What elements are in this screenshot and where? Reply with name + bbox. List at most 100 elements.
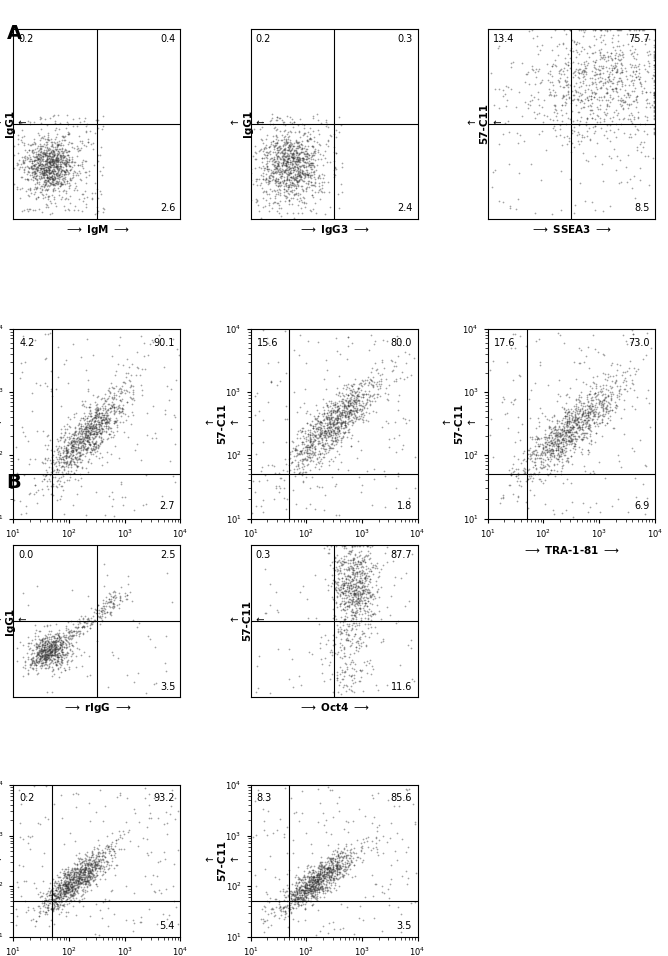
Point — [305, 429, 315, 445]
Point — [277, 147, 288, 163]
Point — [358, 412, 369, 427]
Point — [32, 163, 43, 178]
Point — [614, 112, 625, 127]
Point — [297, 141, 307, 157]
Point — [548, 445, 558, 461]
Point — [31, 657, 41, 672]
Point — [581, 415, 592, 430]
Point — [333, 580, 344, 596]
Point — [549, 407, 560, 423]
Point — [548, 434, 559, 449]
Point — [341, 575, 351, 590]
Point — [325, 880, 335, 896]
Point — [311, 890, 322, 905]
Point — [51, 632, 62, 647]
Point — [564, 22, 575, 37]
Point — [315, 866, 326, 881]
Point — [538, 454, 549, 469]
Point — [32, 167, 43, 183]
Point — [46, 153, 57, 168]
Point — [34, 908, 45, 923]
Point — [71, 880, 81, 896]
Point — [29, 164, 40, 180]
Point — [251, 827, 262, 842]
Point — [57, 898, 68, 913]
Point — [73, 429, 84, 445]
Point — [271, 146, 281, 162]
Point — [550, 443, 561, 458]
Point — [142, 847, 153, 862]
Point — [38, 165, 49, 181]
Point — [578, 28, 589, 43]
Point — [59, 166, 70, 182]
Point — [92, 426, 102, 442]
Point — [297, 141, 307, 156]
Point — [564, 407, 574, 423]
Point — [614, 382, 625, 398]
Point — [43, 450, 54, 466]
Point — [41, 151, 52, 166]
Point — [345, 413, 356, 428]
Point — [70, 875, 81, 890]
Point — [330, 573, 341, 588]
Point — [96, 418, 107, 433]
Point — [316, 414, 327, 429]
Point — [61, 459, 71, 474]
Point — [575, 411, 586, 426]
Point — [313, 422, 323, 437]
Point — [43, 482, 53, 497]
Point — [299, 126, 309, 141]
Point — [298, 884, 309, 900]
Point — [58, 171, 69, 186]
Point — [67, 871, 78, 886]
Point — [61, 884, 71, 900]
Point — [75, 614, 86, 629]
Point — [605, 95, 615, 110]
Point — [75, 871, 86, 886]
Point — [631, 90, 642, 105]
Point — [271, 891, 281, 906]
Point — [70, 450, 81, 466]
Point — [55, 159, 66, 174]
Point — [355, 836, 366, 851]
Point — [81, 420, 92, 435]
Point — [287, 116, 298, 131]
Point — [283, 889, 294, 904]
Point — [560, 408, 571, 424]
Point — [297, 465, 308, 480]
Point — [307, 147, 318, 163]
Point — [347, 654, 358, 669]
Point — [407, 546, 418, 561]
Point — [54, 157, 65, 172]
Point — [552, 439, 563, 454]
Point — [351, 582, 361, 598]
Point — [345, 646, 355, 662]
Point — [29, 876, 39, 891]
Point — [41, 642, 51, 658]
Point — [649, 104, 659, 120]
Point — [85, 814, 96, 829]
Point — [331, 387, 342, 402]
Point — [332, 858, 343, 873]
Point — [84, 436, 94, 451]
Point — [61, 878, 71, 893]
Point — [316, 180, 327, 195]
Point — [35, 635, 45, 650]
Point — [355, 588, 365, 603]
Point — [86, 857, 96, 872]
Point — [52, 175, 63, 190]
Point — [288, 462, 299, 477]
Point — [558, 67, 569, 82]
Point — [45, 148, 55, 163]
Point — [316, 871, 327, 886]
Point — [81, 139, 92, 154]
Point — [594, 93, 605, 108]
Point — [46, 639, 57, 654]
Point — [316, 414, 327, 429]
Point — [305, 449, 316, 465]
Point — [347, 403, 357, 419]
Point — [367, 815, 377, 831]
Point — [61, 868, 71, 883]
Point — [548, 421, 559, 436]
Point — [625, 105, 636, 120]
